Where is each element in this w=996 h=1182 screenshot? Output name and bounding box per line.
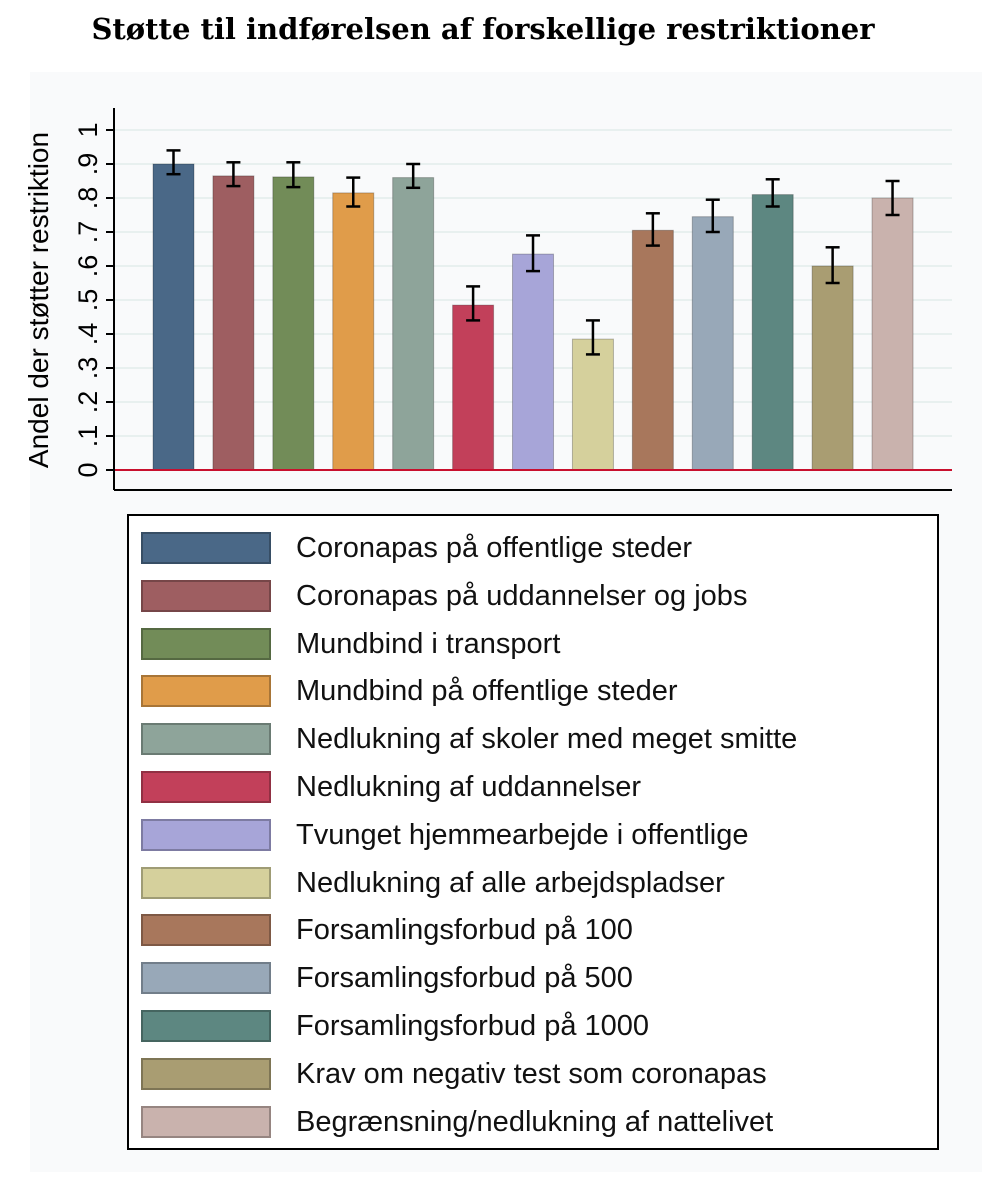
legend-label: Coronapas på uddannelser og jobs [296,579,748,612]
chart-title: Støtte til indførelsen af forskellige re… [91,12,875,46]
bar [691,216,734,471]
y-tick-label: .6 [73,255,103,278]
legend-label: Coronapas på offentlige steder [296,532,693,564]
bar [392,177,435,471]
bar-chart: 0 .1 .2 .3 .4 .5 .6 .7 .8 .9 1 Andel der støtter r… [23,108,952,491]
bars [152,163,914,471]
legend-label: Mundbind på offentlige steder [296,675,678,708]
legend-label: Krav om negativ test som coronapas [296,1057,767,1090]
legend-swatch [141,962,271,995]
legend: Coronapas på offentlige steder Coronapas … [127,514,939,1150]
error-bars [166,149,900,356]
bar [272,176,315,471]
bar [871,197,914,471]
legend-swatch [141,675,271,708]
bar [751,194,794,471]
y-tick-label: .7 [73,221,103,244]
legend-label: Forsamlingsforbud på 1000 [296,1010,650,1042]
bar [631,229,674,471]
legend-label: Forsamlingsforbud på 500 [296,962,633,995]
legend-swatch [141,1010,271,1042]
legend-swatch [141,914,271,947]
legend-label: Nedlukning af alle arbejdspladser [296,866,725,899]
legend-label: Nedlukning af uddannelser [296,771,642,803]
bar [452,304,495,471]
axes: 0 .1 .2 .3 .4 .5 .6 .7 .8 .9 1 [73,108,952,491]
y-tick-label: .8 [73,187,103,210]
legend-label: Forsamlingsforbud på 100 [296,914,633,947]
legend-swatch [141,866,271,899]
bar [811,265,854,471]
y-tick-label: .3 [73,357,103,380]
legend-swatch [141,723,271,756]
bar [152,163,195,471]
y-tick-label: .4 [73,323,103,346]
bar [512,253,555,471]
legend-label: Nedlukning af skoler med meget smitte [296,723,798,756]
legend-label: Mundbind i transport [296,627,561,660]
y-tick-label: 1 [73,122,103,137]
legend-swatch [141,579,271,612]
bar [212,175,255,471]
legend-label: Begrænsning/nedlukning af nattelivet [296,1105,774,1138]
y-tick-label: .9 [73,153,103,176]
legend-swatch [141,627,271,660]
y-axis-label: Andel der støtter restriktion [23,132,54,468]
bar [332,192,375,471]
legend-swatch [141,1057,271,1090]
bar [571,338,614,471]
legend-swatch [141,532,271,564]
y-tick-label: .5 [73,289,103,312]
legend-swatch [141,771,271,803]
y-tick-label: .1 [73,425,103,448]
legend-label: Tvunget hjemmearbejde i offentlige [296,818,749,851]
legend-swatch [141,1105,271,1138]
legend-swatch [141,818,271,851]
y-tick-label: .2 [73,391,103,414]
y-tick-label: 0 [73,462,103,477]
